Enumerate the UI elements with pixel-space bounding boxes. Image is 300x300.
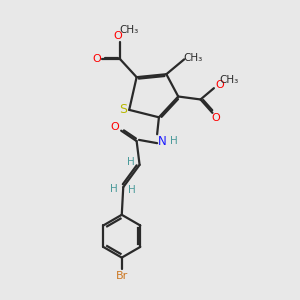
Text: H: H (110, 184, 118, 194)
Text: O: O (113, 31, 122, 41)
Text: O: O (110, 122, 119, 132)
Text: CH₃: CH₃ (184, 53, 203, 63)
Text: O: O (215, 80, 224, 90)
Text: Br: Br (116, 271, 128, 281)
Text: H: H (128, 185, 136, 195)
Text: CH₃: CH₃ (220, 75, 239, 85)
Text: H: H (128, 157, 135, 167)
Text: CH₃: CH₃ (119, 25, 138, 34)
Text: N: N (158, 135, 167, 148)
Text: H: H (170, 136, 178, 146)
Text: O: O (92, 54, 101, 64)
Text: O: O (211, 113, 220, 123)
Text: S: S (119, 103, 127, 116)
